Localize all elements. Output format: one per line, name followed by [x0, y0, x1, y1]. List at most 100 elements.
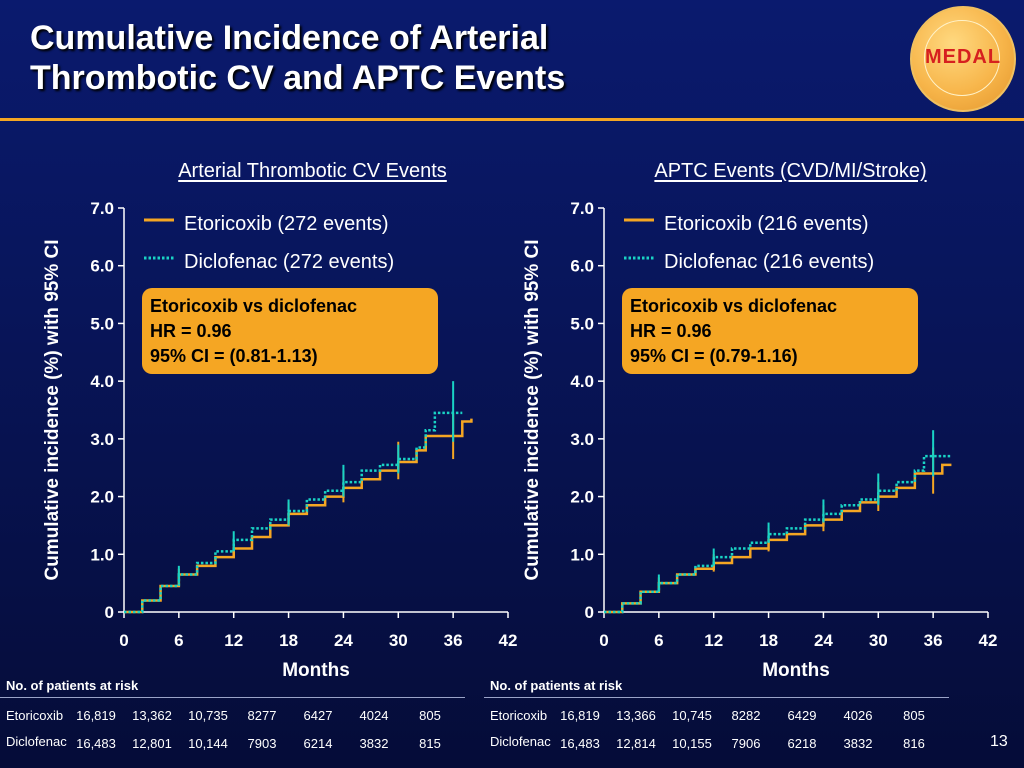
y-axis-label: Cumulative incidence (%) with 95% CI: [42, 239, 63, 580]
hr-box-line3: 95% CI = (0.79-1.16): [630, 346, 798, 366]
hr-box: [622, 288, 918, 374]
risk-cell: 4024: [359, 708, 389, 723]
risk-cell: 12,801: [132, 736, 172, 751]
risk-cell: 6427: [303, 708, 333, 723]
risk-cell: 13,366: [616, 708, 656, 723]
risk-cell: 8277: [247, 708, 277, 723]
logo-text: MEDAL: [924, 46, 1002, 68]
x-tick-label: 0: [119, 631, 128, 650]
y-tick-label: 0: [585, 603, 594, 622]
logo-ring: [924, 20, 1000, 96]
risk-cell: 805: [903, 708, 925, 723]
x-tick-label: 0: [599, 631, 608, 650]
x-tick-label: 24: [814, 631, 833, 650]
risk-cell: 7903: [247, 736, 277, 751]
y-tick-label: 1.0: [570, 545, 594, 564]
x-tick-label: 24: [334, 631, 353, 650]
y-tick-label: 4.0: [570, 372, 594, 391]
x-tick-label: 12: [704, 631, 723, 650]
legend-label-etoricoxib: Etoricoxib (272 events): [184, 213, 389, 235]
chart-right-title: APTC Events (CVD/MI/Stroke): [654, 160, 927, 182]
x-tick-label: 42: [499, 631, 518, 650]
risk-row-label-diclofenac: Diclofenac: [6, 734, 67, 749]
medal-logo: MEDAL: [910, 6, 1016, 112]
y-tick-label: 1.0: [90, 545, 114, 564]
slide-title-line1: Cumulative Incidence of Arterial: [30, 19, 549, 57]
hr-box-line1: Etoricoxib vs diclofenac: [150, 296, 357, 316]
risk-cell: 7906: [731, 736, 761, 751]
y-tick-label: 0: [105, 603, 114, 622]
risk-cell: 6429: [787, 708, 817, 723]
risk-cell: 8282: [731, 708, 761, 723]
risk-cell: 16,483: [560, 736, 600, 751]
risk-cell: 10,735: [188, 708, 228, 723]
hr-box-line2: HR = 0.96: [150, 321, 232, 341]
series-line-etoricoxib: [604, 463, 952, 614]
risk-cell: 10,745: [672, 708, 712, 723]
x-tick-label: 30: [389, 631, 408, 650]
risk-cell: 6218: [787, 736, 817, 751]
chart-left-title: Arterial Thrombotic CV Events: [178, 160, 447, 182]
risk-row-label-diclofenac: Diclofenac: [490, 734, 551, 749]
risk-cell: 816: [903, 736, 925, 751]
series-line-diclofenac: [124, 411, 463, 614]
series-line-diclofenac: [604, 454, 952, 614]
legend-label-diclofenac: Diclofenac (272 events): [184, 251, 394, 273]
risk-cell: 805: [419, 708, 441, 723]
y-tick-label: 3.0: [570, 430, 594, 449]
y-tick-label: 5.0: [90, 314, 114, 333]
risk-table-header: No. of patients at risk: [490, 678, 623, 693]
risk-cell: 12,814: [616, 736, 656, 751]
x-tick-label: 42: [979, 631, 998, 650]
chart-panel-left: 0 1.0 2.0 3.0 4.0 5.0 6.0 7.0 0 6 12 18 24 30 36 42 Mont…: [42, 199, 517, 680]
x-tick-label: 36: [924, 631, 943, 650]
risk-cell: 3832: [843, 736, 873, 751]
risk-table-divider: [0, 697, 465, 698]
y-tick-label: 2.0: [90, 488, 114, 507]
x-tick-label: 30: [869, 631, 888, 650]
risk-row-label-etoricoxib: Etoricoxib: [6, 708, 64, 723]
y-tick-label: 7.0: [90, 199, 114, 218]
risk-cell: 3832: [359, 736, 389, 751]
x-tick-label: 36: [444, 631, 463, 650]
risk-cell: 13,362: [132, 708, 172, 723]
x-axis-label: Months: [762, 660, 830, 680]
hr-box-line3: 95% CI = (0.81-1.13): [150, 346, 318, 366]
risk-cell: 10,144: [188, 736, 228, 751]
risk-table-right: No. of patients at risk Etoricoxib Diclo…: [484, 672, 954, 768]
title-divider: [0, 118, 1024, 121]
slide-title-line2: Thrombotic CV and APTC Events: [30, 59, 566, 97]
hr-box-line1: Etoricoxib vs diclofenac: [630, 296, 837, 316]
risk-cell: 10,155: [672, 736, 712, 751]
charts-canvas: 0 1.0 2.0 3.0 4.0 5.0 6.0 7.0 0 6 12 18 24 30 36 42 Mont…: [42, 199, 998, 680]
legend-label-diclofenac: Diclofenac (216 events): [664, 251, 874, 273]
x-tick-label: 18: [759, 631, 778, 650]
slide-title: Cumulative Incidence of Arterial Thrombo…: [30, 18, 850, 98]
x-axis-label: Months: [282, 660, 350, 680]
y-tick-label: 4.0: [90, 372, 114, 391]
y-tick-label: 3.0: [90, 430, 114, 449]
y-tick-label: 2.0: [570, 488, 594, 507]
risk-table-left: No. of patients at risk Etoricoxib Diclo…: [0, 672, 470, 768]
page-number: 13: [990, 733, 1008, 750]
x-tick-label: 12: [224, 631, 243, 650]
y-tick-label: 6.0: [570, 257, 594, 276]
legend-label-etoricoxib: Etoricoxib (216 events): [664, 213, 869, 235]
risk-cell: 16,819: [76, 708, 116, 723]
y-tick-label: 5.0: [570, 314, 594, 333]
risk-row-label-etoricoxib: Etoricoxib: [490, 708, 548, 723]
x-tick-label: 6: [174, 631, 183, 650]
risk-cell: 4026: [843, 708, 873, 723]
hr-box: [142, 288, 438, 374]
risk-cell: 6214: [303, 736, 333, 751]
x-tick-label: 18: [279, 631, 298, 650]
hr-box-line2: HR = 0.96: [630, 321, 712, 341]
y-axis-label: Cumulative incidence (%) with 95% CI: [522, 239, 543, 580]
risk-table-header: No. of patients at risk: [6, 678, 139, 693]
y-tick-label: 6.0: [90, 257, 114, 276]
risk-cell: 815: [419, 736, 441, 751]
risk-cell: 16,483: [76, 736, 116, 751]
risk-cell: 16,819: [560, 708, 600, 723]
x-tick-label: 6: [654, 631, 663, 650]
risk-table-divider: [484, 697, 949, 698]
